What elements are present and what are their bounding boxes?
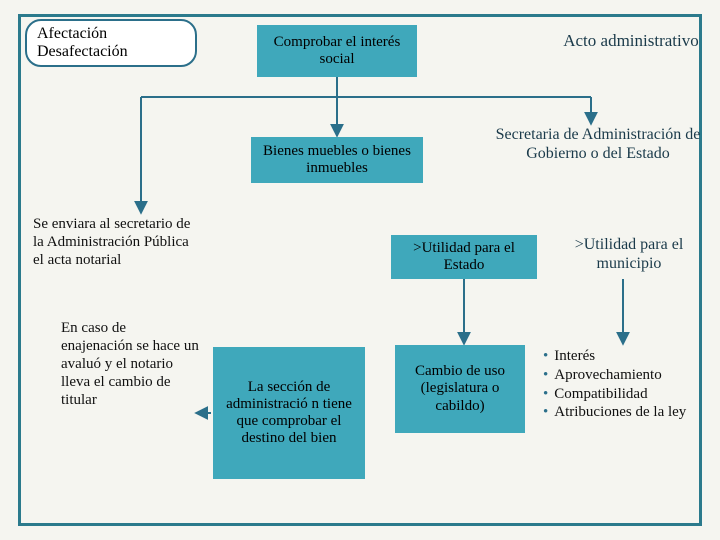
- bullet-2: Compatibilidad: [554, 386, 647, 402]
- bullet-item: •Atribuciones de la ley: [543, 403, 703, 422]
- node-secretaria: Secretaria de Administración de Gobierno…: [495, 125, 701, 163]
- bullet-3: Atribuciones de la ley: [554, 404, 686, 420]
- bullet-item: •Interés: [543, 347, 703, 366]
- cambio-label: Cambio de uso (legislatura o cabildo): [401, 363, 519, 415]
- node-comprobar: Comprobar el interés social: [257, 25, 417, 77]
- bullet-item: •Aprovechamiento: [543, 366, 703, 385]
- node-afectacion: Afectación Desafectación: [25, 19, 197, 67]
- node-cambio: Cambio de uso (legislatura o cabildo): [395, 345, 525, 433]
- se-enviara-label: Se enviara al secretario de la Administr…: [33, 216, 190, 268]
- node-se-enviara: Se enviara al secretario de la Administr…: [33, 215, 201, 269]
- node-acto: Acto administrativo: [561, 31, 701, 51]
- seccion-label: La sección de administració n tiene que …: [219, 379, 359, 448]
- acto-label: Acto administrativo: [563, 31, 699, 50]
- comprobar-label: Comprobar el interés social: [263, 34, 411, 69]
- node-seccion: La sección de administració n tiene que …: [213, 347, 365, 479]
- node-en-caso: En caso de enajenación se hace un avaluó…: [61, 319, 201, 409]
- afectacion-l2: Desafectación: [37, 43, 185, 61]
- node-utilidad-estado: >Utilidad para el Estado: [391, 235, 537, 279]
- bullet-1: Aprovechamiento: [554, 367, 661, 383]
- afectacion-l1: Afectación: [37, 25, 185, 43]
- node-utilidad-municipio: >Utilidad para el municipio: [557, 235, 701, 273]
- bullet-list: •Interés •Aprovechamiento •Compatibilida…: [543, 347, 703, 422]
- utilidad-municipio-label: >Utilidad para el municipio: [575, 236, 684, 272]
- bullet-0: Interés: [554, 348, 595, 364]
- diagram-frame: Afectación Desafectación Comprobar el in…: [18, 14, 702, 526]
- bienes-label: Bienes muebles o bienes inmuebles: [257, 143, 417, 178]
- node-bienes: Bienes muebles o bienes inmuebles: [251, 137, 423, 183]
- secretaria-label: Secretaria de Administración de Gobierno…: [496, 126, 701, 162]
- utilidad-estado-label: >Utilidad para el Estado: [397, 240, 531, 275]
- en-caso-label: En caso de enajenación se hace un avaluó…: [61, 320, 199, 408]
- bullet-item: •Compatibilidad: [543, 385, 703, 404]
